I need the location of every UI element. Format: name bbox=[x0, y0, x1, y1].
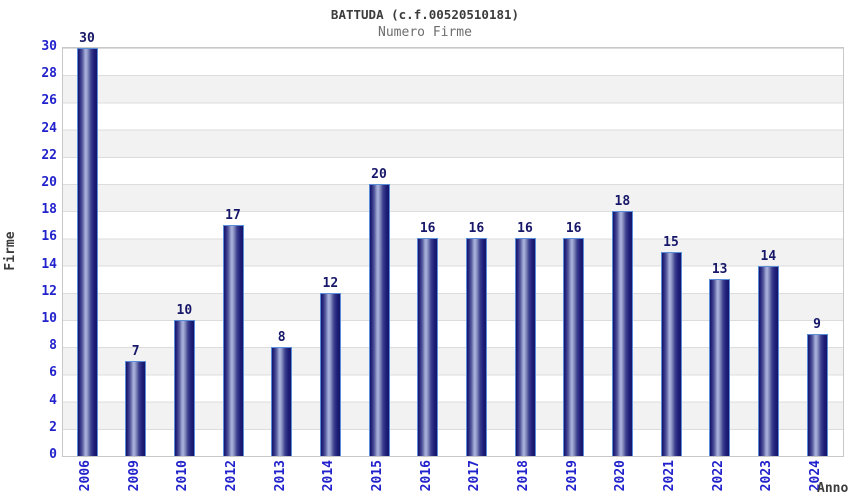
x-tick-label: 2006 bbox=[78, 460, 93, 492]
y-tick-label: 24 bbox=[41, 120, 57, 136]
y-tick-label: 4 bbox=[49, 392, 57, 408]
bar-value-label: 16 bbox=[517, 221, 533, 237]
y-tick-label: 16 bbox=[41, 229, 57, 245]
bar-2018 bbox=[514, 238, 536, 456]
bar-value-label: 30 bbox=[79, 31, 95, 46]
plot-area: 30 7 10 17 8 12 20 16 16 16 16 18 15 13 14 9 bbox=[62, 32, 844, 457]
y-tick-label: 18 bbox=[41, 202, 57, 218]
bar-2012 bbox=[222, 224, 244, 456]
x-tick-label: 2022 bbox=[710, 460, 726, 492]
x-tick-label: 2019 bbox=[564, 460, 580, 492]
bar-value-label: 8 bbox=[277, 330, 286, 346]
bar-value-label: 10 bbox=[176, 303, 193, 318]
y-tick-label: 10 bbox=[41, 311, 57, 326]
bar-2009 bbox=[125, 360, 147, 456]
bar-value-label: 16 bbox=[419, 221, 436, 237]
x-tick-label: 2010 bbox=[175, 460, 191, 492]
y-tick-label: 20 bbox=[41, 175, 57, 190]
y-tick-label: 2 bbox=[49, 419, 57, 435]
x-tick-label: 2021 bbox=[662, 460, 677, 492]
y-tick-label: 26 bbox=[41, 93, 57, 109]
bar-value-label: 13 bbox=[711, 262, 728, 278]
y-tick-label: 0 bbox=[49, 447, 57, 462]
y-axis-title: Firme bbox=[3, 231, 18, 271]
x-tick-label: 2012 bbox=[224, 460, 239, 492]
y-tick-label: 8 bbox=[49, 338, 57, 354]
x-tick-label: 2023 bbox=[759, 460, 775, 492]
bar-value-label: 15 bbox=[663, 235, 679, 250]
bar-value-label: 9 bbox=[813, 316, 821, 332]
x-tick-label: 2020 bbox=[613, 460, 629, 492]
bar-2024 bbox=[806, 333, 828, 456]
x-tick-label: 2016 bbox=[418, 460, 434, 492]
bar-2016 bbox=[417, 238, 439, 456]
bar-2017 bbox=[465, 238, 487, 456]
x-axis-title: Anno bbox=[817, 481, 849, 496]
x-tick-label: 2009 bbox=[126, 460, 142, 492]
y-tick-label: 22 bbox=[41, 147, 57, 163]
bar-2010 bbox=[173, 320, 195, 456]
x-tick-label: 2013 bbox=[272, 460, 288, 492]
bar-2023 bbox=[757, 265, 779, 456]
bar-value-label: 14 bbox=[760, 248, 777, 264]
bar-2022 bbox=[709, 279, 731, 456]
bar-2013 bbox=[271, 347, 293, 456]
chart-subtitle: Numero Firme bbox=[378, 25, 472, 40]
y-tick-label: 14 bbox=[41, 256, 57, 272]
y-tick-label: 28 bbox=[41, 66, 57, 82]
y-tick-label: 6 bbox=[49, 365, 57, 381]
bar-value-label: 16 bbox=[565, 221, 582, 237]
bar-2020 bbox=[611, 211, 633, 456]
bar-2021 bbox=[660, 252, 682, 456]
bar-value-label: 20 bbox=[371, 167, 387, 182]
bar-value-label: 16 bbox=[468, 221, 485, 237]
x-tick-label: 2014 bbox=[321, 460, 337, 492]
bar-value-label: 7 bbox=[131, 343, 140, 359]
bar-value-label: 12 bbox=[322, 275, 339, 291]
y-tick-label: 12 bbox=[41, 283, 57, 299]
bar-value-label: 18 bbox=[614, 194, 631, 210]
x-tick-label: 2015 bbox=[370, 460, 385, 492]
bar-2019 bbox=[563, 238, 585, 456]
bar-2014 bbox=[319, 292, 341, 456]
y-tick-label: 30 bbox=[41, 39, 57, 54]
x-tick-label: 2018 bbox=[516, 460, 531, 492]
bar-2006 bbox=[76, 48, 98, 456]
x-tick-label: 2017 bbox=[467, 460, 483, 492]
bar-value-label: 17 bbox=[225, 207, 241, 223]
bar-2015 bbox=[368, 184, 390, 456]
chart-title: BATTUDA (c.f.00520510181) bbox=[330, 7, 520, 22]
